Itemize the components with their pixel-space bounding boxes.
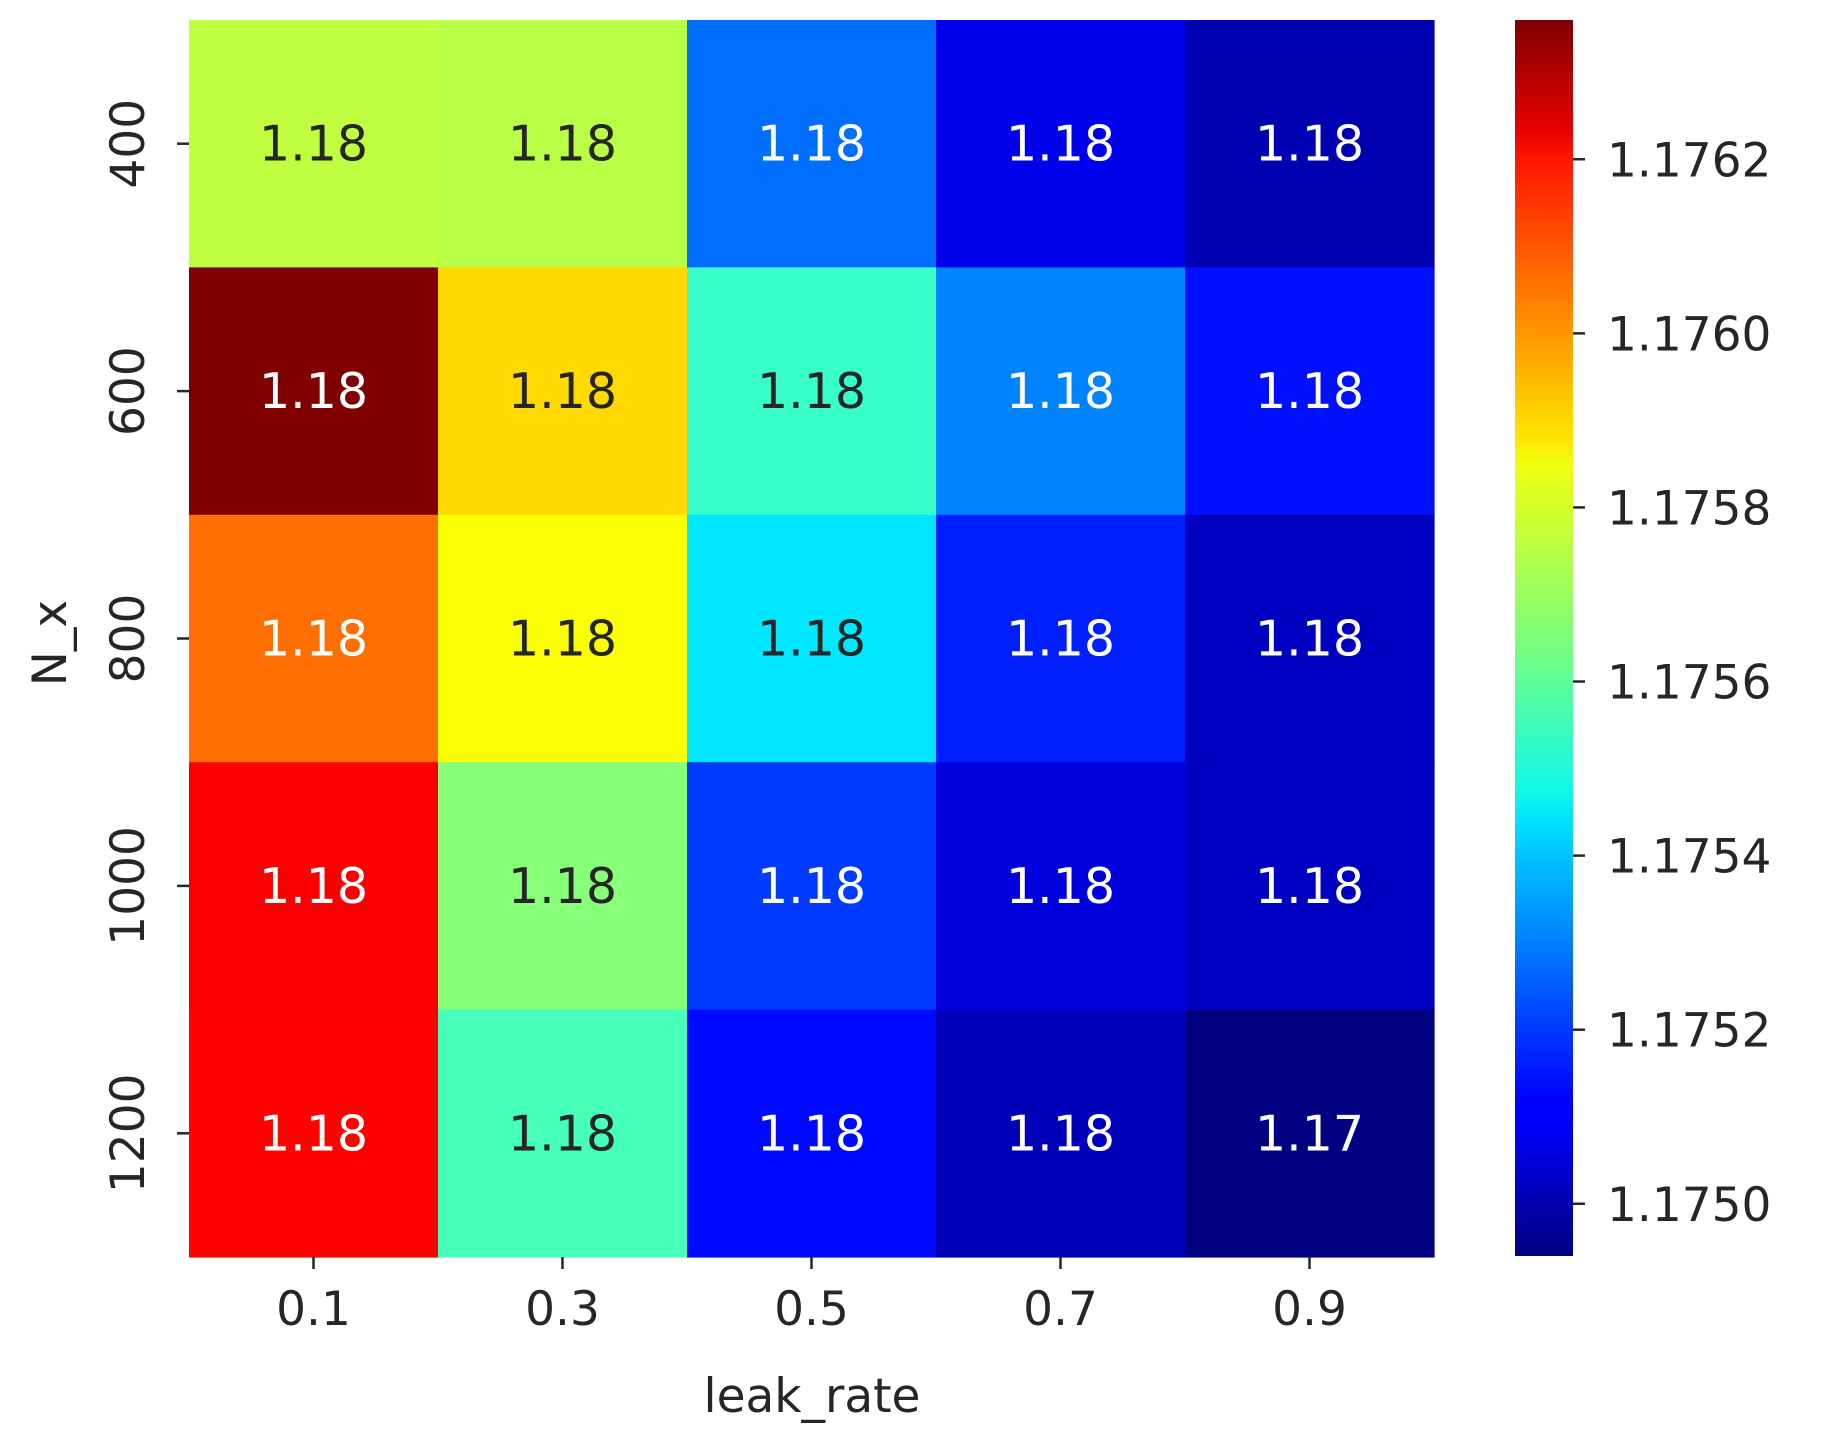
- cell-annotation-r1-c0: 1.18: [259, 363, 368, 420]
- cell-annotation-r1-c3: 1.18: [1006, 363, 1115, 420]
- heatmap-cell-r0-c4: [1185, 20, 1435, 268]
- colorbar-tick-label-6: 1.1762: [1607, 133, 1771, 188]
- heatmap-cell-r1-c2: [687, 267, 937, 516]
- cell-annotation-r0-c3: 1.18: [1006, 116, 1115, 173]
- heatmap-cell-r2-c0: [189, 514, 439, 763]
- x-tick-label-4: 0.9: [1272, 1282, 1347, 1337]
- heatmap-cell-r3-c1: [438, 762, 688, 1011]
- cell-annotation-r1-c1: 1.18: [508, 363, 617, 420]
- heatmap-cell-r3-c0: [189, 762, 439, 1011]
- heatmap-cell-r4-c2: [687, 1009, 937, 1258]
- heatmap-cell-r4-c0: [189, 1009, 439, 1258]
- cell-annotation-r4-c0: 1.18: [259, 1105, 368, 1162]
- colorbar: [1515, 20, 1573, 1256]
- x-tick-label-3: 0.7: [1023, 1282, 1098, 1337]
- y-axis-label: N_x: [23, 600, 78, 686]
- cell-annotation-r2-c4: 1.18: [1255, 611, 1364, 668]
- cell-annotation-r2-c1: 1.18: [508, 611, 617, 668]
- cell-annotation-r2-c2: 1.18: [757, 611, 866, 668]
- heatmap-cell-r4-c1: [438, 1009, 688, 1258]
- cell-annotation-r1-c2: 1.18: [757, 363, 866, 420]
- heatmap-cells: [189, 20, 1435, 1258]
- heatmap-cell-r4-c4: [1185, 1009, 1435, 1258]
- cell-annotation-r0-c0: 1.18: [259, 116, 368, 173]
- cell-annotation-r4-c3: 1.18: [1006, 1105, 1115, 1162]
- heatmap-cell-r2-c1: [438, 514, 688, 763]
- cell-annotation-r3-c4: 1.18: [1255, 858, 1364, 915]
- cell-annotation-r2-c0: 1.18: [259, 611, 368, 668]
- heatmap-cell-r1-c4: [1185, 267, 1435, 516]
- cell-annotation-r4-c4: 1.17: [1255, 1105, 1364, 1162]
- heatmap-cell-r3-c4: [1185, 762, 1435, 1011]
- y-axis: 400 600 800 1000 1200: [101, 99, 189, 1193]
- heatmap-cell-r0-c0: [189, 20, 439, 268]
- heatmap-cell-r3-c2: [687, 762, 937, 1011]
- heatmap-cell-r4-c3: [936, 1009, 1186, 1258]
- x-axis: 0.1 0.3 0.5 0.7 0.9: [276, 1257, 1347, 1337]
- heatmap-cell-r3-c3: [936, 762, 1186, 1011]
- x-axis-label: leak_rate: [704, 1369, 921, 1424]
- colorbar-gradient: [1515, 20, 1573, 1256]
- heatmap-cell-r0-c3: [936, 20, 1186, 268]
- cell-annotation-r4-c1: 1.18: [508, 1105, 617, 1162]
- heatmap-cell-r2-c4: [1185, 514, 1435, 763]
- cell-annotation-r3-c3: 1.18: [1006, 858, 1115, 915]
- colorbar-tick-label-1: 1.1752: [1607, 1004, 1771, 1059]
- y-tick-label-0: 400: [101, 99, 156, 189]
- colorbar-ticks: 1.1750 1.1752 1.1754 1.1756 1.1758 1.1760 1.17…: [1573, 133, 1771, 1233]
- heatmap-cell-r1-c1: [438, 267, 688, 516]
- cell-annotation-r0-c2: 1.18: [757, 116, 866, 173]
- y-tick-label-4: 1200: [101, 1073, 156, 1193]
- colorbar-tick-label-3: 1.1756: [1607, 656, 1771, 711]
- cell-annotation-r3-c2: 1.18: [757, 858, 866, 915]
- y-tick-label-2: 800: [101, 594, 156, 684]
- cell-annotation-r0-c1: 1.18: [508, 116, 617, 173]
- cell-annotation-r3-c0: 1.18: [259, 858, 368, 915]
- cell-annotations: 1.18 1.18 1.18 1.18 1.18 1.18 1.18 1.18 1.18 1.18…: [259, 116, 1364, 1163]
- heatmap-cell-r1-c3: [936, 267, 1186, 516]
- heatmap-cell-r2-c2: [687, 514, 937, 763]
- cell-annotation-r0-c4: 1.18: [1255, 116, 1364, 173]
- x-tick-label-0: 0.1: [276, 1282, 351, 1337]
- x-tick-label-2: 0.5: [774, 1282, 849, 1337]
- colorbar-tick-label-5: 1.1760: [1607, 307, 1771, 362]
- cell-annotation-r2-c3: 1.18: [1006, 611, 1115, 668]
- heatmap-cell-r2-c3: [936, 514, 1186, 763]
- y-tick-label-1: 600: [101, 346, 156, 436]
- heatmap-cell-r0-c1: [438, 20, 688, 268]
- heatmap-cell-r0-c2: [687, 20, 937, 268]
- colorbar-tick-label-4: 1.1758: [1607, 481, 1771, 536]
- cell-annotation-r4-c2: 1.18: [757, 1105, 866, 1162]
- cell-annotation-r1-c4: 1.18: [1255, 363, 1364, 420]
- x-tick-label-1: 0.3: [525, 1282, 600, 1337]
- colorbar-tick-label-0: 1.1750: [1607, 1178, 1771, 1233]
- cell-annotation-r3-c1: 1.18: [508, 858, 617, 915]
- heatmap-cell-r1-c0: [189, 267, 439, 516]
- colorbar-tick-label-2: 1.1754: [1607, 830, 1771, 885]
- y-tick-label-3: 1000: [101, 826, 156, 946]
